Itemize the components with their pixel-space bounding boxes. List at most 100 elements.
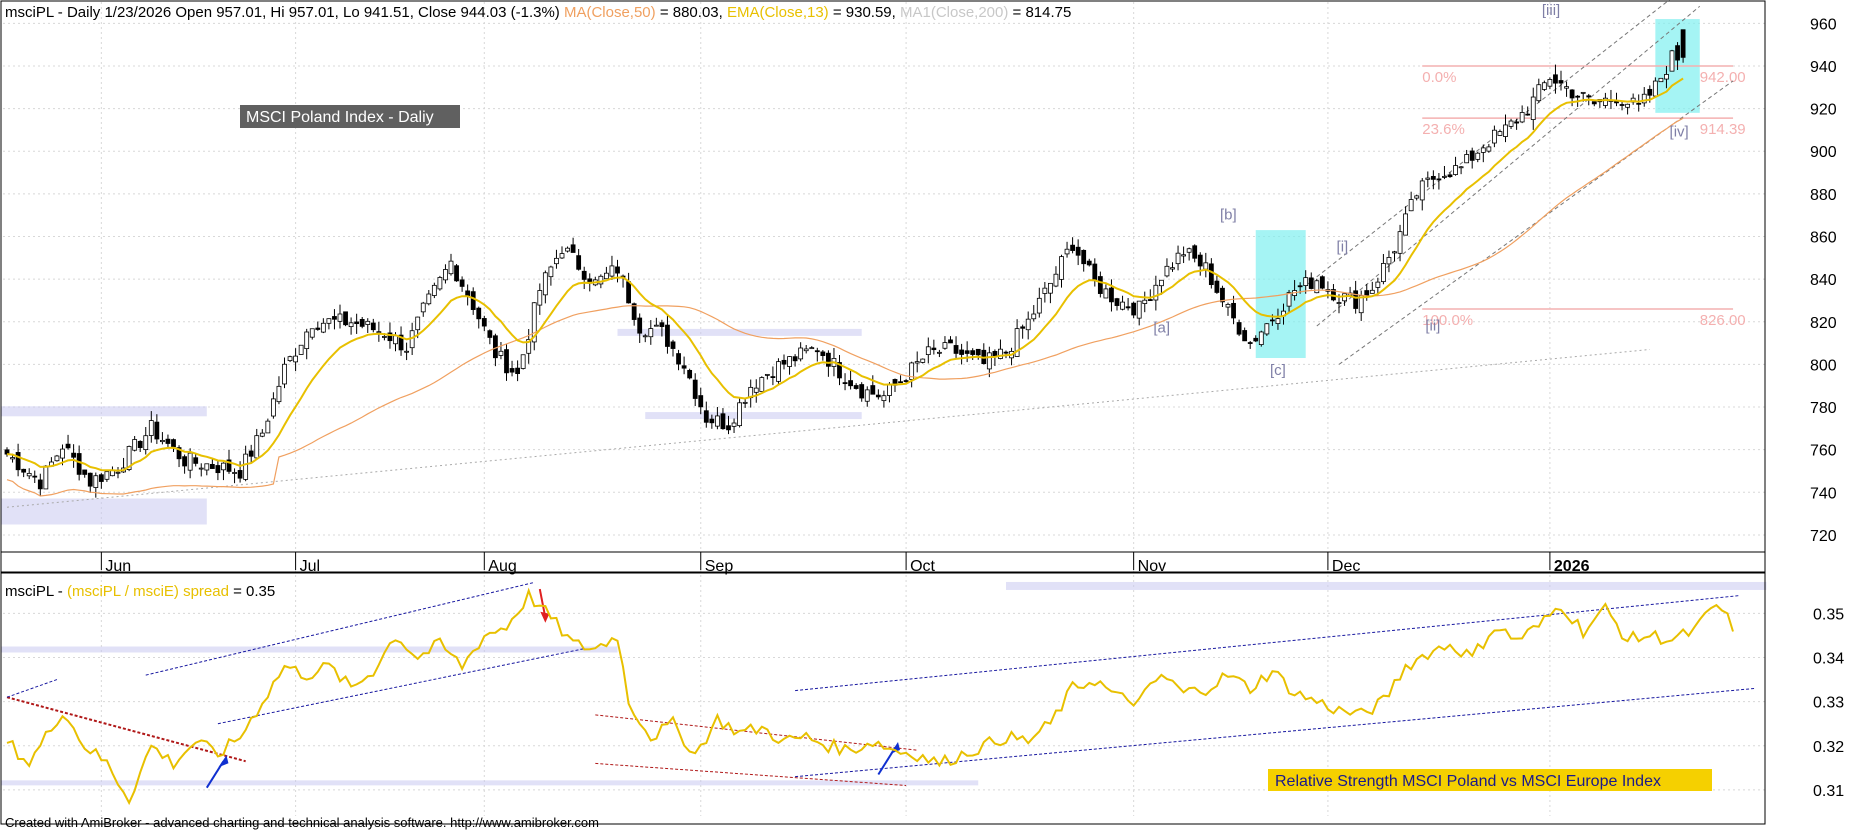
- candle-up: [920, 358, 926, 363]
- candle-down: [853, 385, 859, 389]
- candle-up: [304, 331, 310, 350]
- candle-down: [975, 348, 981, 356]
- candle-down: [1086, 260, 1092, 266]
- candle-down: [820, 351, 826, 357]
- candle-up: [986, 352, 992, 370]
- fib-level-label: 100.0%: [1422, 312, 1473, 329]
- candle-up: [1669, 50, 1675, 72]
- candle-up: [415, 316, 421, 331]
- header-segment-4: = 930.59,: [829, 4, 900, 21]
- candle-up: [1458, 166, 1464, 169]
- candle-down: [1636, 102, 1642, 105]
- candle-down: [1236, 322, 1242, 335]
- chart-title-box: MSCI Poland Index - Daliy: [240, 105, 460, 128]
- candle-up: [731, 422, 737, 427]
- candle-up: [1453, 165, 1458, 175]
- candle-up: [448, 260, 454, 275]
- candle-up: [715, 415, 720, 427]
- candle-up: [1369, 289, 1375, 294]
- candle-up: [1181, 254, 1186, 257]
- candle-up: [642, 335, 648, 338]
- spread-band: [1, 646, 618, 653]
- candle-up: [104, 471, 110, 480]
- trendline: [1305, 0, 1670, 286]
- candle-up: [293, 355, 299, 363]
- candle-down: [1075, 246, 1081, 256]
- candle-down: [1192, 245, 1198, 259]
- candle-down: [576, 255, 582, 270]
- candle-up: [537, 290, 543, 306]
- candle-down: [332, 316, 337, 320]
- wave-label: [ii]: [1425, 317, 1440, 334]
- candle-down: [504, 349, 509, 374]
- candle-up: [1475, 152, 1481, 160]
- y-tick-label: 0.33: [1813, 695, 1844, 712]
- candle-down: [359, 319, 365, 327]
- candle-down: [615, 266, 620, 274]
- y-tick-label: 940: [1810, 59, 1837, 76]
- x-tick-label: 2026: [1554, 558, 1590, 575]
- candle-up: [1014, 328, 1020, 357]
- signal-arrowhead: [540, 611, 550, 623]
- candle-up: [254, 435, 260, 459]
- candle-down: [354, 321, 360, 325]
- candle-up: [1541, 82, 1547, 90]
- header-segment-5: MA1(Close,200): [900, 4, 1008, 21]
- y-tick-label: 880: [1810, 187, 1837, 204]
- candle-up: [326, 318, 332, 324]
- candle-down: [1680, 29, 1686, 58]
- candle-down: [1253, 337, 1259, 342]
- candle-up: [320, 322, 326, 333]
- candle-up: [1059, 256, 1064, 280]
- candle-down: [953, 345, 959, 354]
- candle-down: [964, 350, 970, 354]
- candle-up: [1492, 129, 1497, 144]
- candle-up: [1486, 146, 1492, 152]
- candle-up: [1408, 199, 1414, 212]
- highlight-box: [1255, 230, 1306, 359]
- candle-up: [526, 339, 532, 354]
- candle-down: [1514, 121, 1519, 124]
- candle-up: [542, 272, 548, 296]
- lower-annotations: [1, 581, 1767, 789]
- candle-down: [814, 350, 820, 353]
- candle-up: [1536, 84, 1542, 102]
- candle-up: [10, 457, 15, 460]
- candle-up: [803, 348, 809, 352]
- candle-up: [1641, 93, 1647, 104]
- candle-down: [476, 307, 482, 320]
- candle-down: [32, 475, 38, 478]
- candle-up: [1042, 287, 1048, 294]
- candle-up: [1397, 231, 1403, 254]
- wave-label: [iv]: [1670, 123, 1689, 140]
- candle-down: [1319, 276, 1325, 289]
- candle-down: [948, 339, 953, 344]
- candle-up: [187, 452, 193, 471]
- x-tick-label: Aug: [488, 558, 516, 575]
- candle-down: [1308, 277, 1314, 289]
- candle-up: [26, 472, 32, 477]
- candle-down: [1070, 244, 1075, 251]
- candle-up: [753, 387, 759, 393]
- candle-up: [1048, 282, 1053, 294]
- candle-up: [648, 328, 654, 338]
- candle-up: [1386, 257, 1392, 265]
- candle-up: [420, 302, 426, 313]
- spread-line: [6, 587, 1734, 806]
- candle-down: [71, 452, 76, 458]
- candle-down: [670, 341, 676, 349]
- candle-down: [515, 367, 520, 374]
- spread-band: [1, 780, 979, 786]
- candle-up: [1164, 265, 1170, 277]
- y-tick-label: 0.35: [1813, 606, 1844, 623]
- candle-down: [1147, 299, 1153, 301]
- candle-up: [1064, 248, 1070, 255]
- candle-down: [176, 447, 182, 460]
- candle-down: [1591, 101, 1597, 105]
- candle-up: [1336, 302, 1342, 304]
- candle-up: [1508, 120, 1514, 127]
- candle-down: [65, 443, 71, 449]
- spread-trendline: [217, 648, 585, 725]
- candle-down: [931, 347, 937, 351]
- candle-down: [1647, 88, 1653, 96]
